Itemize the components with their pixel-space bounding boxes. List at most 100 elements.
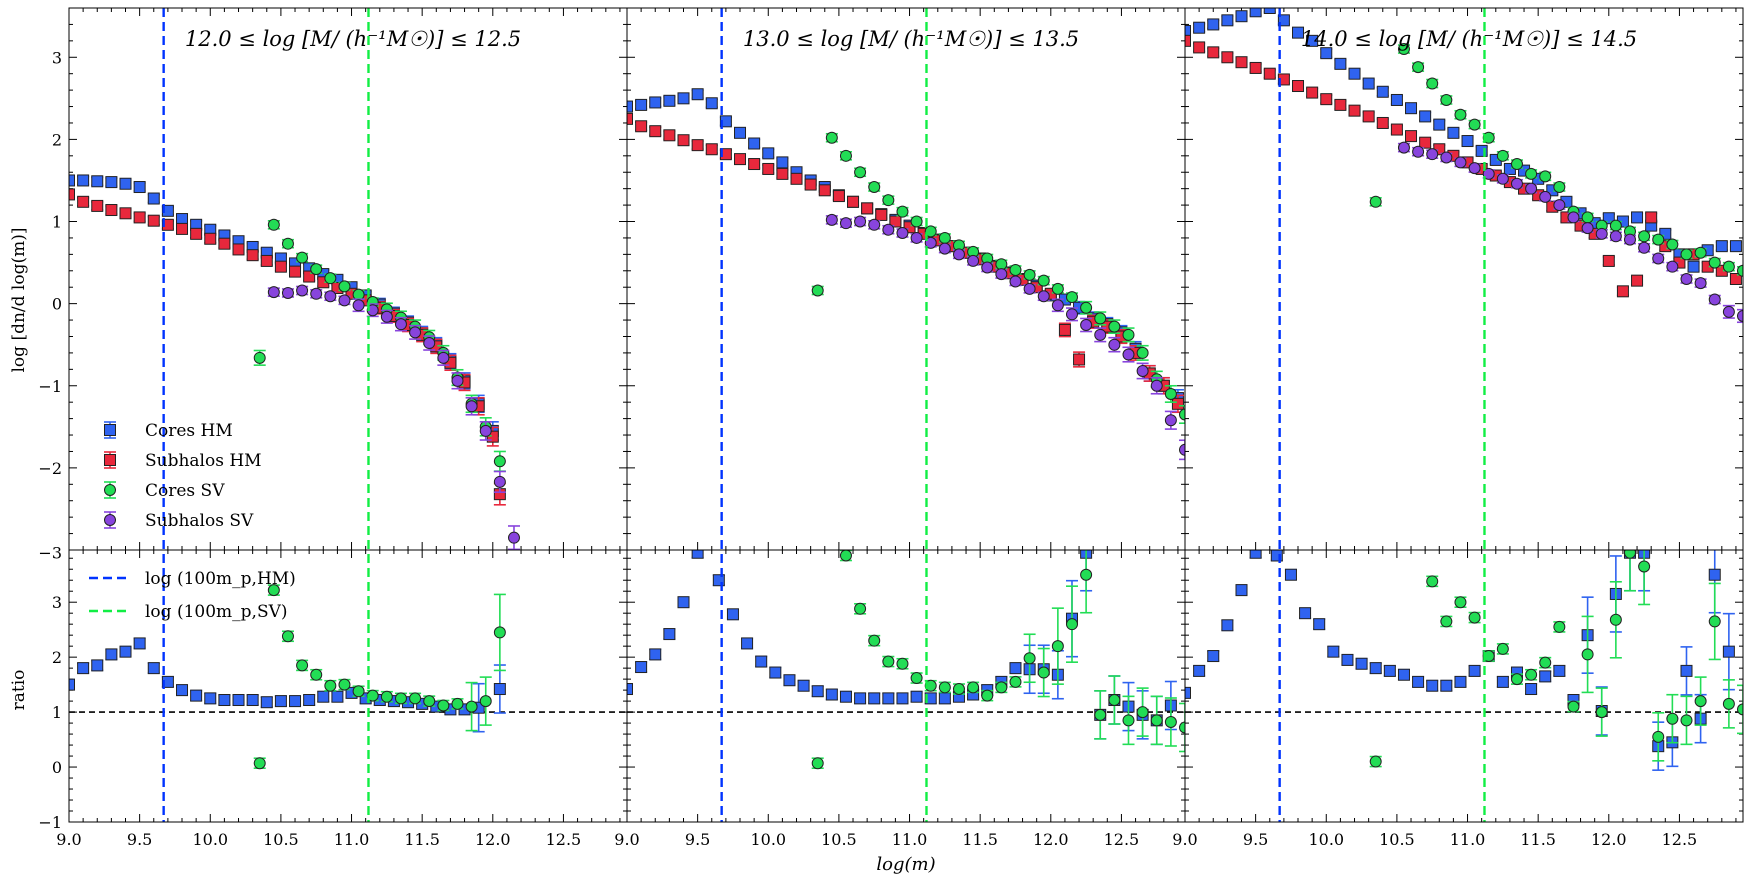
point-subhalos_sv	[1482, 167, 1495, 180]
point-subhalos_hm	[204, 232, 217, 245]
y-tick-label-bottom: −3	[38, 544, 62, 563]
ratio-point-cores_hm	[1383, 664, 1396, 677]
point-cores_hm	[719, 115, 732, 128]
point-cores_sv	[1722, 260, 1735, 273]
point-cores_hm	[1631, 211, 1644, 224]
ratio-point-cores_sv	[938, 681, 951, 694]
y-tick-label-top: −1	[38, 377, 62, 396]
ratio-point-cores_hm	[1553, 664, 1566, 677]
ratio-point-cores_hm	[635, 661, 648, 674]
point-cores_hm	[91, 175, 104, 188]
ratio-point-cores_sv	[1023, 652, 1036, 665]
point-cores_sv	[854, 166, 867, 179]
data-bottom	[69, 584, 627, 770]
point-subhalos_hm	[1207, 46, 1220, 59]
point-subhalos_sv	[1609, 230, 1622, 243]
point-subhalos_sv	[507, 531, 520, 544]
ratio-point-cores_sv	[896, 657, 909, 670]
x-tick-label: 11.0	[892, 830, 928, 849]
x-tick-label: 9.5	[685, 830, 710, 849]
ratio-point-cores_sv	[995, 681, 1008, 694]
ratio-point-cores_hm	[91, 659, 104, 672]
ratio-point-cores_hm	[769, 666, 782, 679]
ratio-point-cores_hm	[1284, 568, 1297, 581]
point-subhalos_sv	[938, 242, 951, 255]
ratio-point-cores_hm	[218, 694, 231, 707]
point-cores_sv	[1164, 387, 1177, 400]
point-subhalos_sv	[437, 351, 450, 364]
x-tick-label: 11.5	[1520, 830, 1556, 849]
point-subhalos_hm	[1405, 130, 1418, 143]
ratio-point-cores_sv	[1454, 596, 1467, 609]
ratio-point-cores_sv	[1164, 715, 1177, 728]
point-cores_hm	[1277, 14, 1290, 27]
point-cores_hm	[1185, 24, 1191, 37]
ratio-point-cores_sv	[1496, 642, 1509, 655]
point-cores_sv	[1581, 211, 1594, 224]
point-cores_hm	[663, 94, 676, 107]
ratio-point-cores_hm	[1355, 657, 1368, 670]
ratio-point-cores_sv	[1179, 721, 1185, 734]
point-cores_hm	[1249, 8, 1262, 18]
point-cores_hm	[1334, 57, 1347, 70]
point-cores_hm	[1207, 18, 1220, 31]
ratio-point-cores_hm	[868, 692, 881, 705]
point-subhalos_hm	[1306, 86, 1319, 99]
ratio-point-cores_hm	[1299, 607, 1312, 620]
ratio-point-cores_hm	[663, 628, 676, 641]
legend-top: Cores HM Subhalos HM Cores SV Subhalos SV	[104, 421, 262, 531]
point-subhalos_sv	[896, 227, 909, 240]
point-subhalos_hm	[734, 153, 747, 166]
point-subhalos_hm	[1631, 274, 1644, 287]
point-subhalos_sv	[409, 326, 422, 339]
point-subhalos_hm	[69, 188, 75, 201]
point-subhalos_hm	[889, 215, 902, 228]
point-subhalos_sv	[1694, 277, 1707, 290]
point-cores_hm	[1348, 67, 1361, 80]
x-tick-label: 12.0	[1591, 830, 1627, 849]
ratio-point-cores_sv	[267, 584, 280, 597]
point-subhalos_hm	[847, 195, 860, 208]
point-subhalos_hm	[190, 227, 203, 240]
point-cores_hm	[1715, 240, 1728, 253]
ratio-point-cores_hm	[1426, 679, 1439, 692]
point-subhalos_hm	[1193, 41, 1206, 54]
ratio-point-cores_hm	[105, 648, 118, 661]
point-subhalos_sv	[924, 236, 937, 249]
ratio-point-cores_hm	[712, 574, 725, 587]
ratio-point-cores_hm	[924, 692, 937, 705]
point-subhalos_sv	[1581, 222, 1594, 235]
point-subhalos_hm	[1235, 56, 1248, 69]
ratio-point-cores_hm	[1009, 662, 1022, 675]
point-cores_sv	[1652, 233, 1665, 246]
point-subhalos_sv	[981, 261, 994, 274]
ratio-point-cores_sv	[854, 602, 867, 615]
point-subhalos_sv	[1737, 309, 1743, 322]
point-subhalos_sv	[1652, 252, 1665, 265]
y-axis-label-top: log [dn/d log(m)]	[9, 227, 29, 372]
ratio-point-cores_sv	[839, 550, 852, 562]
point-subhalos_hm	[1185, 34, 1191, 47]
point-subhalos_hm	[246, 249, 259, 262]
point-subhalos_hm	[1263, 67, 1276, 80]
point-cores_hm	[1602, 212, 1615, 225]
x-tick-label: 12.0	[1033, 830, 1069, 849]
point-cores_sv	[938, 231, 951, 244]
point-subhalos_sv	[1051, 299, 1064, 312]
point-cores_sv	[1737, 264, 1743, 277]
point-cores_sv	[1037, 274, 1050, 287]
point-subhalos_hm	[776, 167, 789, 180]
point-subhalos_sv	[1680, 273, 1693, 285]
point-cores_sv	[1369, 195, 1382, 208]
ratio-point-cores_sv	[1567, 700, 1580, 713]
y-tick-label-bottom: 3	[52, 593, 62, 612]
point-cores_sv	[1638, 230, 1651, 243]
point-subhalos_sv	[1510, 177, 1523, 190]
point-subhalos_hm	[719, 148, 732, 161]
point-cores_hm	[105, 176, 118, 189]
ratio-point-cores_sv	[1680, 714, 1693, 727]
ratio-point-cores_hm	[232, 694, 245, 707]
ratio-point-cores_sv	[451, 697, 464, 710]
x-tick-label: 9.5	[127, 830, 152, 849]
point-subhalos_sv	[1553, 199, 1566, 212]
